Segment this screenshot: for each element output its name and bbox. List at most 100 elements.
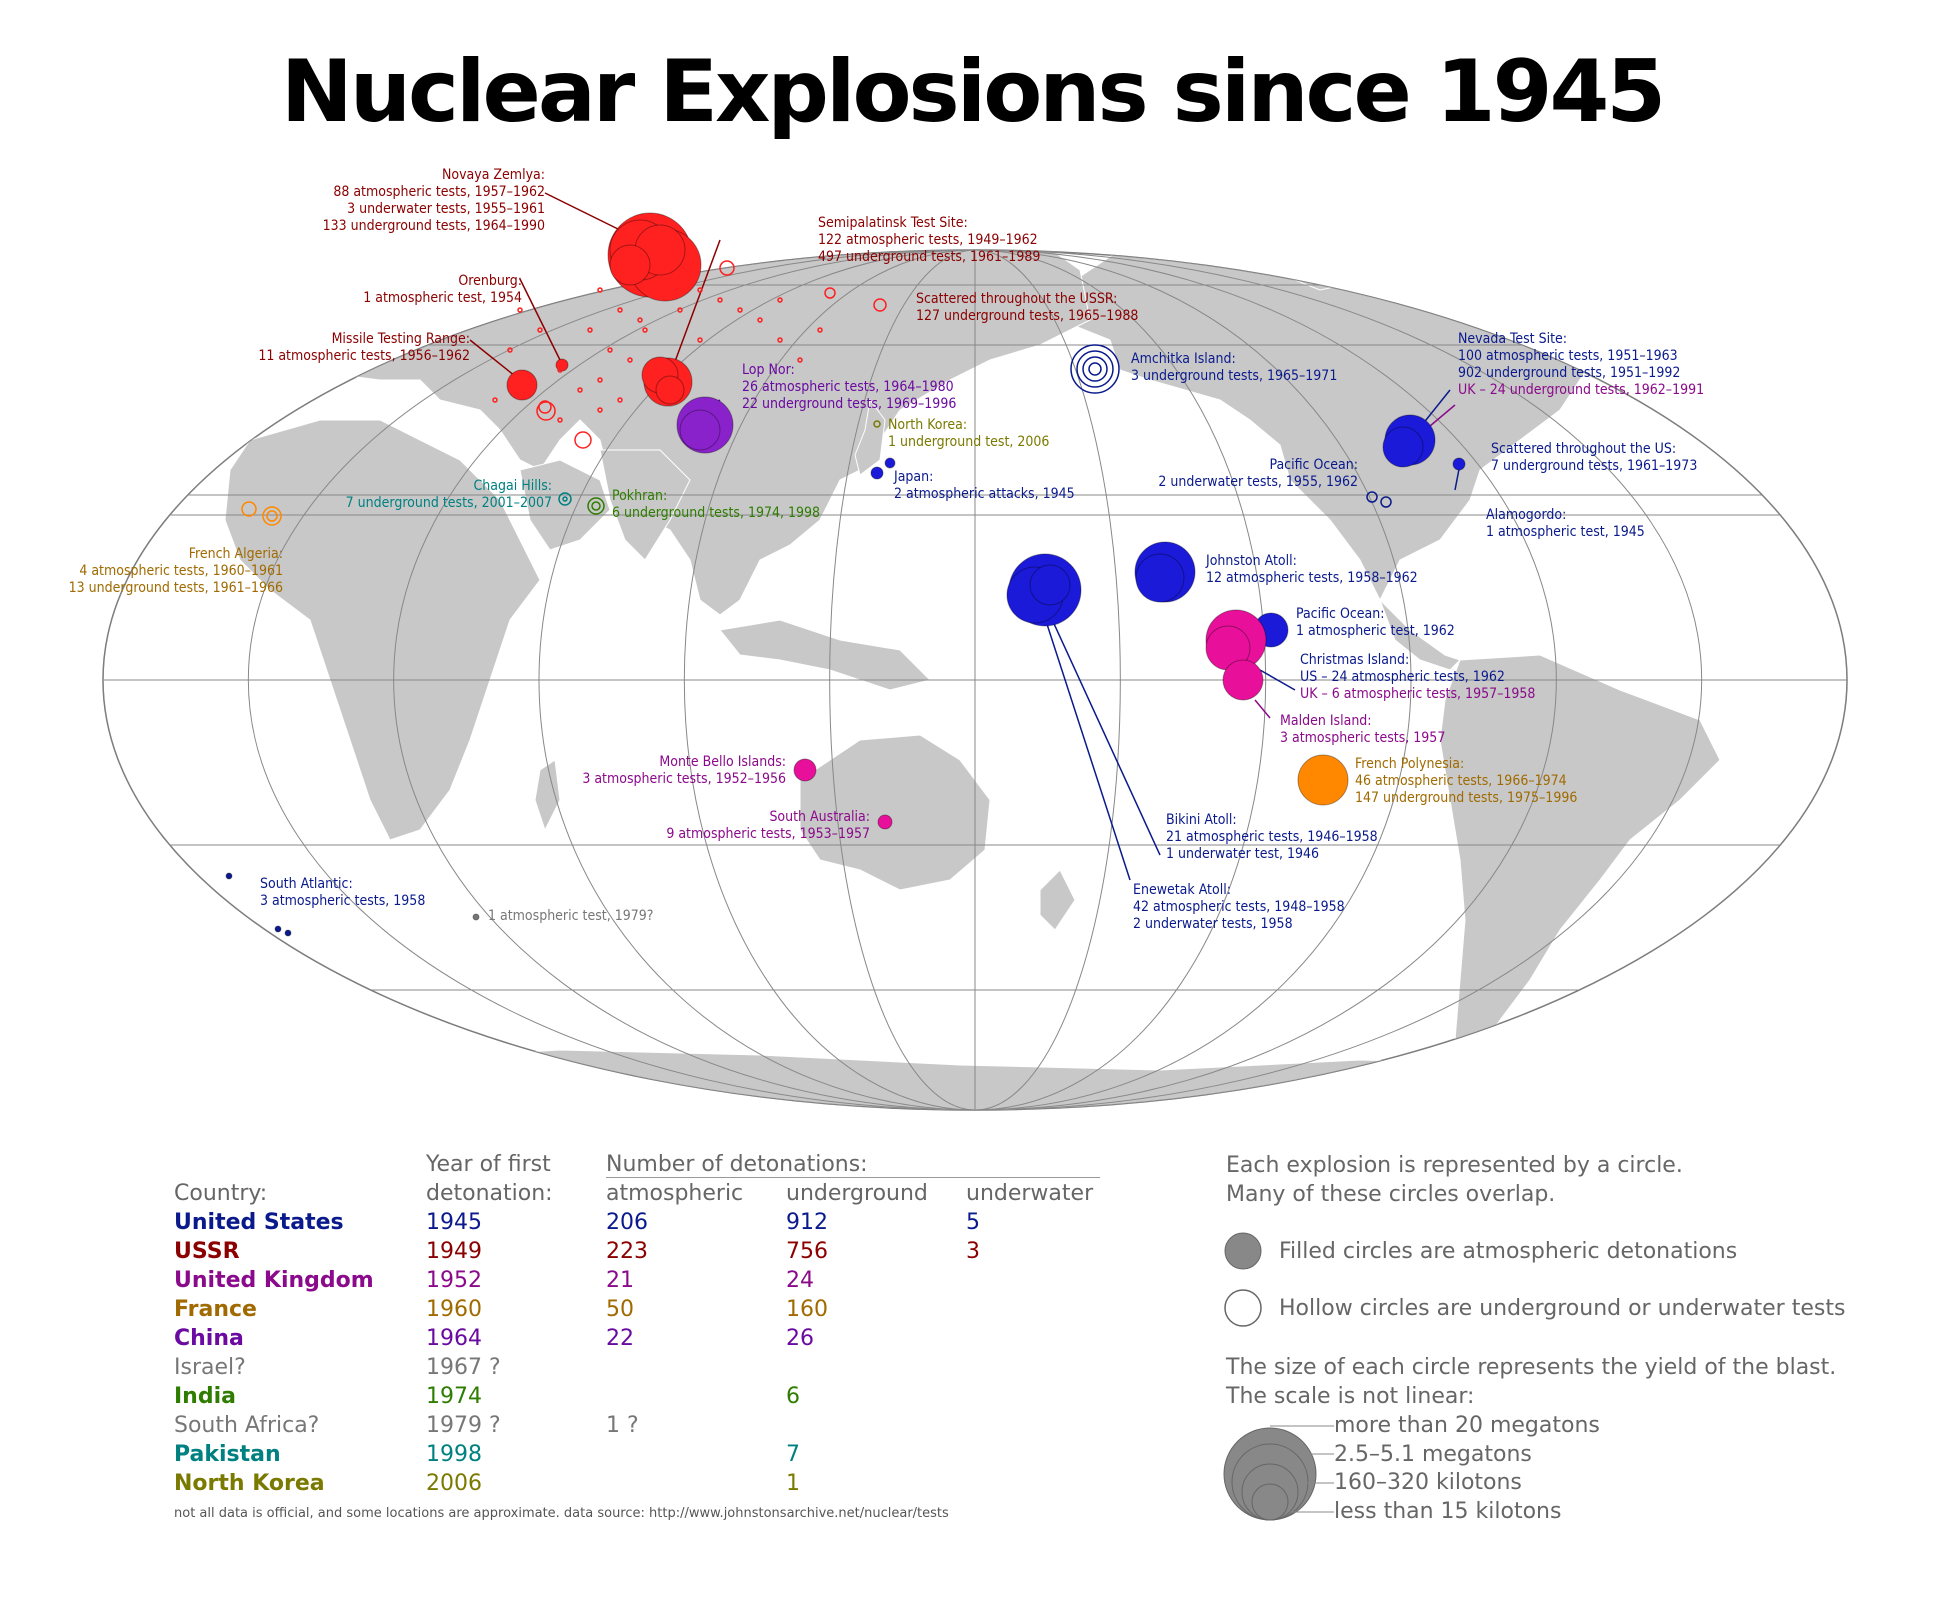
row-atmospheric: 50 xyxy=(606,1297,634,1322)
chagai-ring xyxy=(558,492,572,506)
ussr-small-ring xyxy=(617,397,623,403)
row-underground: 24 xyxy=(786,1268,814,1293)
site-label-line: South Atlantic: xyxy=(260,876,353,892)
row-underground: 6 xyxy=(786,1384,800,1409)
ussr-scattered-ring xyxy=(574,431,592,449)
site-label-line: Monte Bello Islands: xyxy=(659,754,786,770)
site-label-novaya: Novaya Zemlya: 88 atmospheric tests, 1957… xyxy=(300,167,545,235)
site-label-line: 7 underground tests, 1961–1973 xyxy=(1491,458,1698,474)
south-atlantic-marker xyxy=(284,929,292,937)
key-line-2: Many of these circles overlap. xyxy=(1226,1182,1556,1207)
row-country: North Korea xyxy=(174,1471,325,1496)
row-country: Pakistan xyxy=(174,1442,281,1467)
site-label-line: 100 atmospheric tests, 1951–1963 xyxy=(1458,348,1678,364)
header-underground: underground xyxy=(786,1181,928,1206)
site-label-line: 42 atmospheric tests, 1948–1958 xyxy=(1133,899,1345,915)
site-label-polynesia: French Polynesia: 46 atmospheric tests, 1… xyxy=(1355,756,1577,807)
site-label-line: UK – 6 atmospheric tests, 1957–1958 xyxy=(1300,686,1536,702)
row-year: 1998 xyxy=(426,1442,482,1467)
row-year: 2006 xyxy=(426,1471,482,1496)
header-number: Number of detonations: xyxy=(606,1152,868,1177)
johnston-atoll-marker xyxy=(1135,553,1185,603)
row-year: 1964 xyxy=(426,1326,482,1351)
algeria-ring xyxy=(266,510,278,522)
site-label-line: 1 underwater test, 1946 xyxy=(1166,846,1320,862)
row-country: South Africa? xyxy=(174,1413,320,1438)
site-label-scattered_us: Scattered throughout the US: 7 undergroun… xyxy=(1491,441,1697,475)
ussr-small-ring xyxy=(777,337,783,343)
leader-line xyxy=(1049,614,1161,856)
malden-island-marker xyxy=(1222,659,1264,701)
site-label-line: US – 24 atmospheric tests, 1962 xyxy=(1300,669,1505,685)
site-label-line: Pacific Ocean: xyxy=(1296,606,1385,622)
legend-symbols xyxy=(1223,1232,1334,1521)
south-australia-marker xyxy=(877,814,893,830)
novaya-zemlya-marker xyxy=(609,244,651,286)
leader-line xyxy=(1259,669,1296,691)
site-label-malden: Malden Island: 3 atmospheric tests, 1957 xyxy=(1280,713,1445,747)
ussr-scattered-ring xyxy=(536,401,556,421)
site-label-christmas: Christmas Island: US – 24 atmospheric tes… xyxy=(1300,652,1505,686)
key-line-1: Each explosion is represented by a circl… xyxy=(1226,1153,1683,1178)
site-label-line: Johnston Atoll: xyxy=(1206,553,1297,569)
explosion-markers xyxy=(225,212,1466,937)
leader-line xyxy=(544,192,621,231)
site-label-line: 1 atmospheric test, 1954 xyxy=(363,290,522,306)
ussr-small-ring xyxy=(557,367,563,373)
header-underwater: underwater xyxy=(966,1181,1094,1206)
site-label-line: 133 underground tests, 1964–1990 xyxy=(322,218,545,234)
label-leader-lines xyxy=(469,192,1461,881)
ussr-small-ring xyxy=(627,357,633,363)
key-scale-circle xyxy=(1251,1483,1289,1521)
ussr-scattered-ring xyxy=(824,287,836,299)
site-label-line: Scattered throughout the USSR: xyxy=(916,291,1118,307)
ussr-small-ring xyxy=(537,327,543,333)
row-country: China xyxy=(174,1326,244,1351)
site-label-johnston: Johnston Atoll: 12 atmospheric tests, 195… xyxy=(1206,553,1418,587)
site-label-line: 1 underground test, 2006 xyxy=(888,434,1050,450)
land-se-asia-islands xyxy=(719,619,931,691)
site-label-chagai: Chagai Hills: 7 underground tests, 2001–2… xyxy=(300,478,552,512)
ussr-small-ring xyxy=(492,397,498,403)
ussr-small-ring xyxy=(757,317,763,323)
missile-range-marker xyxy=(506,369,538,401)
row-country: United Kingdom xyxy=(174,1268,374,1293)
site-label-line: 4 atmospheric tests, 1960–1961 xyxy=(79,563,283,579)
ussr-small-ring xyxy=(507,347,513,353)
lop-nor-marker xyxy=(679,409,721,451)
site-label-line: South Australia: xyxy=(769,809,870,825)
site-label-scattered_ussr: Scattered throughout the USSR: 127 underg… xyxy=(916,291,1138,325)
land-australia xyxy=(799,734,991,891)
vela-incident-marker xyxy=(472,913,480,921)
french-polynesia-marker xyxy=(1297,754,1349,806)
amchitka-ring xyxy=(1070,344,1120,394)
ussr-small-ring xyxy=(737,307,743,313)
site-label-line: 147 underground tests, 1975–1996 xyxy=(1355,790,1578,806)
site-label-line: Japan: xyxy=(894,469,934,485)
site-label-line: Malden Island: xyxy=(1280,713,1372,729)
site-label-line: UK – 24 underground tests, 1962–1991 xyxy=(1458,382,1705,398)
row-country: India xyxy=(174,1384,236,1409)
site-label-line: 7 underground tests, 2001–2007 xyxy=(345,495,552,511)
site-label-line: Pokhran: xyxy=(612,488,668,504)
chagai-ring xyxy=(562,496,568,502)
south-atlantic-marker xyxy=(225,872,233,880)
header-atmospheric: atmospheric xyxy=(606,1181,744,1206)
row-year: 1960 xyxy=(426,1297,482,1322)
header-year-line-2: detonation: xyxy=(426,1181,553,1206)
alamogordo-marker xyxy=(1452,457,1466,471)
row-atmospheric: 206 xyxy=(606,1210,648,1235)
meridian-line xyxy=(393,250,1557,1110)
semipalatinsk-marker xyxy=(655,375,685,405)
ussr-scattered-ring xyxy=(873,298,887,312)
site-label-line: Alamogordo: xyxy=(1486,507,1567,523)
meridian-line xyxy=(683,250,1267,1110)
pokhran-ring xyxy=(591,501,601,511)
key-hollow-circle xyxy=(1224,1289,1262,1327)
row-year: 1967 ? xyxy=(426,1355,501,1380)
land-africa xyxy=(224,419,541,841)
site-label-line: 46 atmospheric tests, 1966–1974 xyxy=(1355,773,1567,789)
ussr-small-ring xyxy=(677,307,683,313)
algeria-ring xyxy=(262,506,282,526)
